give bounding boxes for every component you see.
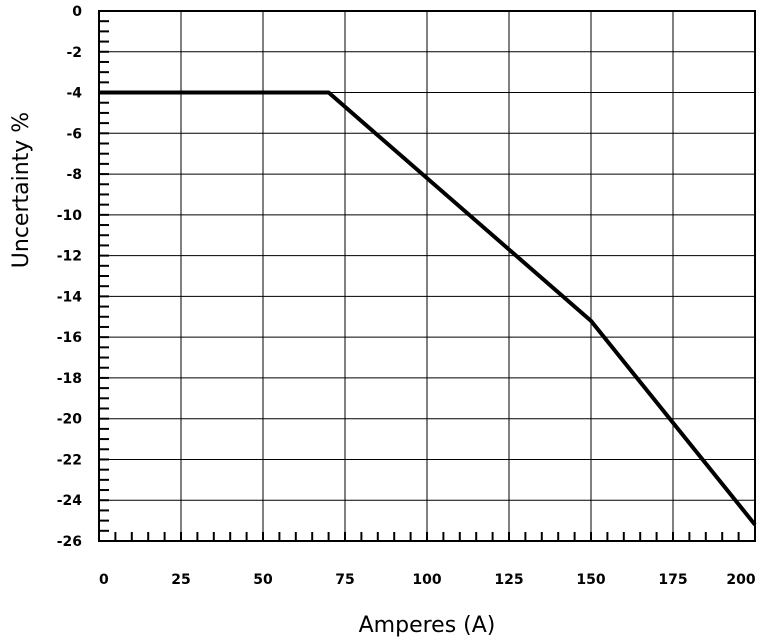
- x-tick-labels: 0 25 50 75 100 125 150 175 200: [99, 572, 756, 588]
- x-tick-label: 200: [726, 572, 755, 588]
- x-tick-label: 175: [658, 572, 687, 588]
- y-axis-label: Uncertainty %: [9, 112, 34, 268]
- x-tick-label: 75: [335, 572, 354, 588]
- y-tick-label: -6: [66, 126, 82, 142]
- y-tick-label: -20: [57, 412, 83, 428]
- y-tick-label: -24: [57, 493, 83, 509]
- y-tick-label: -26: [57, 534, 82, 550]
- y-tick-label: -12: [57, 249, 82, 265]
- x-tick-label: 50: [253, 572, 273, 588]
- x-tick-label: 100: [412, 572, 441, 588]
- y-tick-label: -14: [57, 289, 83, 305]
- y-tick-label: -10: [57, 208, 83, 224]
- x-tick-label: 125: [494, 572, 523, 588]
- y-tick-labels: 0 -2 -4 -6 -8 -10 -12 -14 -16 -18 -20 -22 -24 -26: [57, 4, 83, 550]
- plot-frame: [98, 10, 756, 542]
- y-tick-label: -22: [57, 452, 82, 468]
- y-tick-label: 0: [72, 4, 82, 20]
- y-tick-label: -18: [57, 371, 82, 387]
- x-tick-label: 150: [576, 572, 605, 588]
- series-line: [99, 90, 757, 526]
- x-tick-label: 25: [171, 572, 190, 588]
- y-tick-label: -2: [66, 45, 82, 61]
- y-tick-label: -16: [57, 330, 82, 346]
- y-tick-label: -4: [66, 86, 82, 102]
- y-tick-label: -8: [66, 167, 82, 183]
- x-axis-label: Amperes (A): [359, 613, 496, 638]
- x-tick-label: 0: [99, 572, 109, 588]
